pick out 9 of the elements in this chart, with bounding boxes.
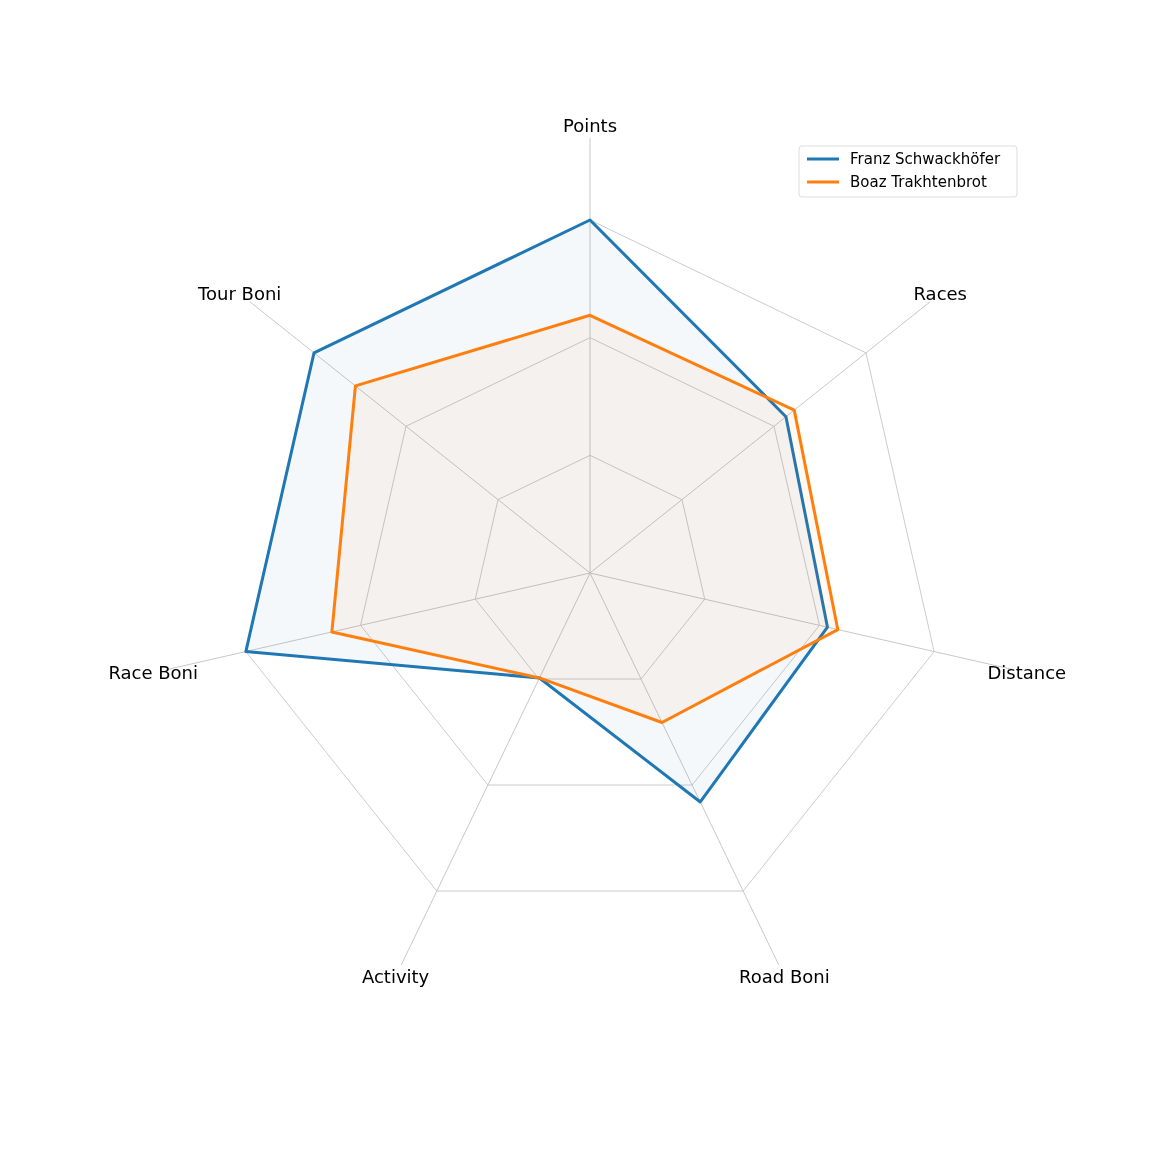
legend-label: Boaz Trakhtenbrot xyxy=(850,173,987,191)
spoke-label: Distance xyxy=(987,662,1067,684)
spoke-label: Road Boni xyxy=(739,966,830,988)
spoke-label: Points xyxy=(562,114,618,136)
legend-label: Franz Schwackhöfer xyxy=(850,150,1001,168)
spoke-label: Races xyxy=(913,283,968,305)
spoke-label: Tour Boni xyxy=(197,283,282,305)
spoke-label: Activity xyxy=(361,966,430,988)
spoke-label: Race Boni xyxy=(108,662,199,684)
